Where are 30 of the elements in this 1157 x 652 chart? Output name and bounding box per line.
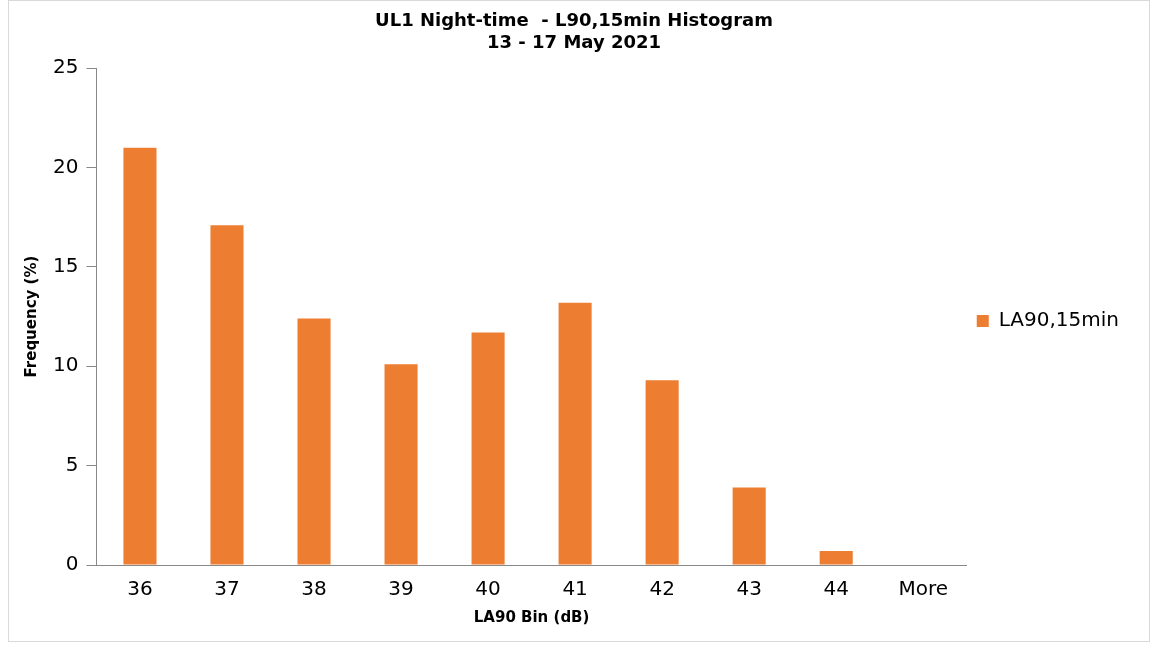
chart-subtitle: 13 - 17 May 2021: [487, 31, 661, 53]
x-tick-label: 38: [301, 576, 327, 601]
bar: [384, 364, 418, 565]
x-axis-title: LA90 Bin (dB): [473, 607, 590, 626]
bar: [558, 302, 592, 565]
x-tick-label: 39: [388, 576, 414, 601]
x-tick-label: 41: [562, 576, 588, 601]
chart-title: UL1 Night-time - L90,15min Histogram: [375, 9, 773, 31]
bar: [210, 225, 244, 565]
y-tick-label: 5: [65, 451, 79, 476]
x-tick-label: 42: [649, 576, 675, 601]
y-tick-label: 15: [53, 253, 79, 278]
bar: [645, 380, 679, 565]
bar: [123, 147, 157, 565]
x-tick-label: More: [898, 576, 949, 601]
y-tick-label: 20: [53, 153, 79, 178]
bar: [297, 318, 331, 565]
x-tick-label: 43: [736, 576, 762, 601]
bar: [732, 487, 766, 565]
y-tick-label: 25: [53, 54, 79, 79]
x-tick-label: 37: [214, 576, 240, 601]
bar: [819, 551, 853, 565]
y-axis-title: Frequency (%): [21, 255, 40, 378]
legend-label: LA90,15min: [998, 307, 1120, 332]
x-tick-label: 36: [127, 576, 153, 601]
x-tick-label: 40: [475, 576, 501, 601]
bar: [471, 332, 505, 565]
x-tick-label: 44: [823, 576, 849, 601]
y-tick-label: 0: [65, 551, 79, 576]
y-tick-label: 10: [53, 352, 79, 377]
